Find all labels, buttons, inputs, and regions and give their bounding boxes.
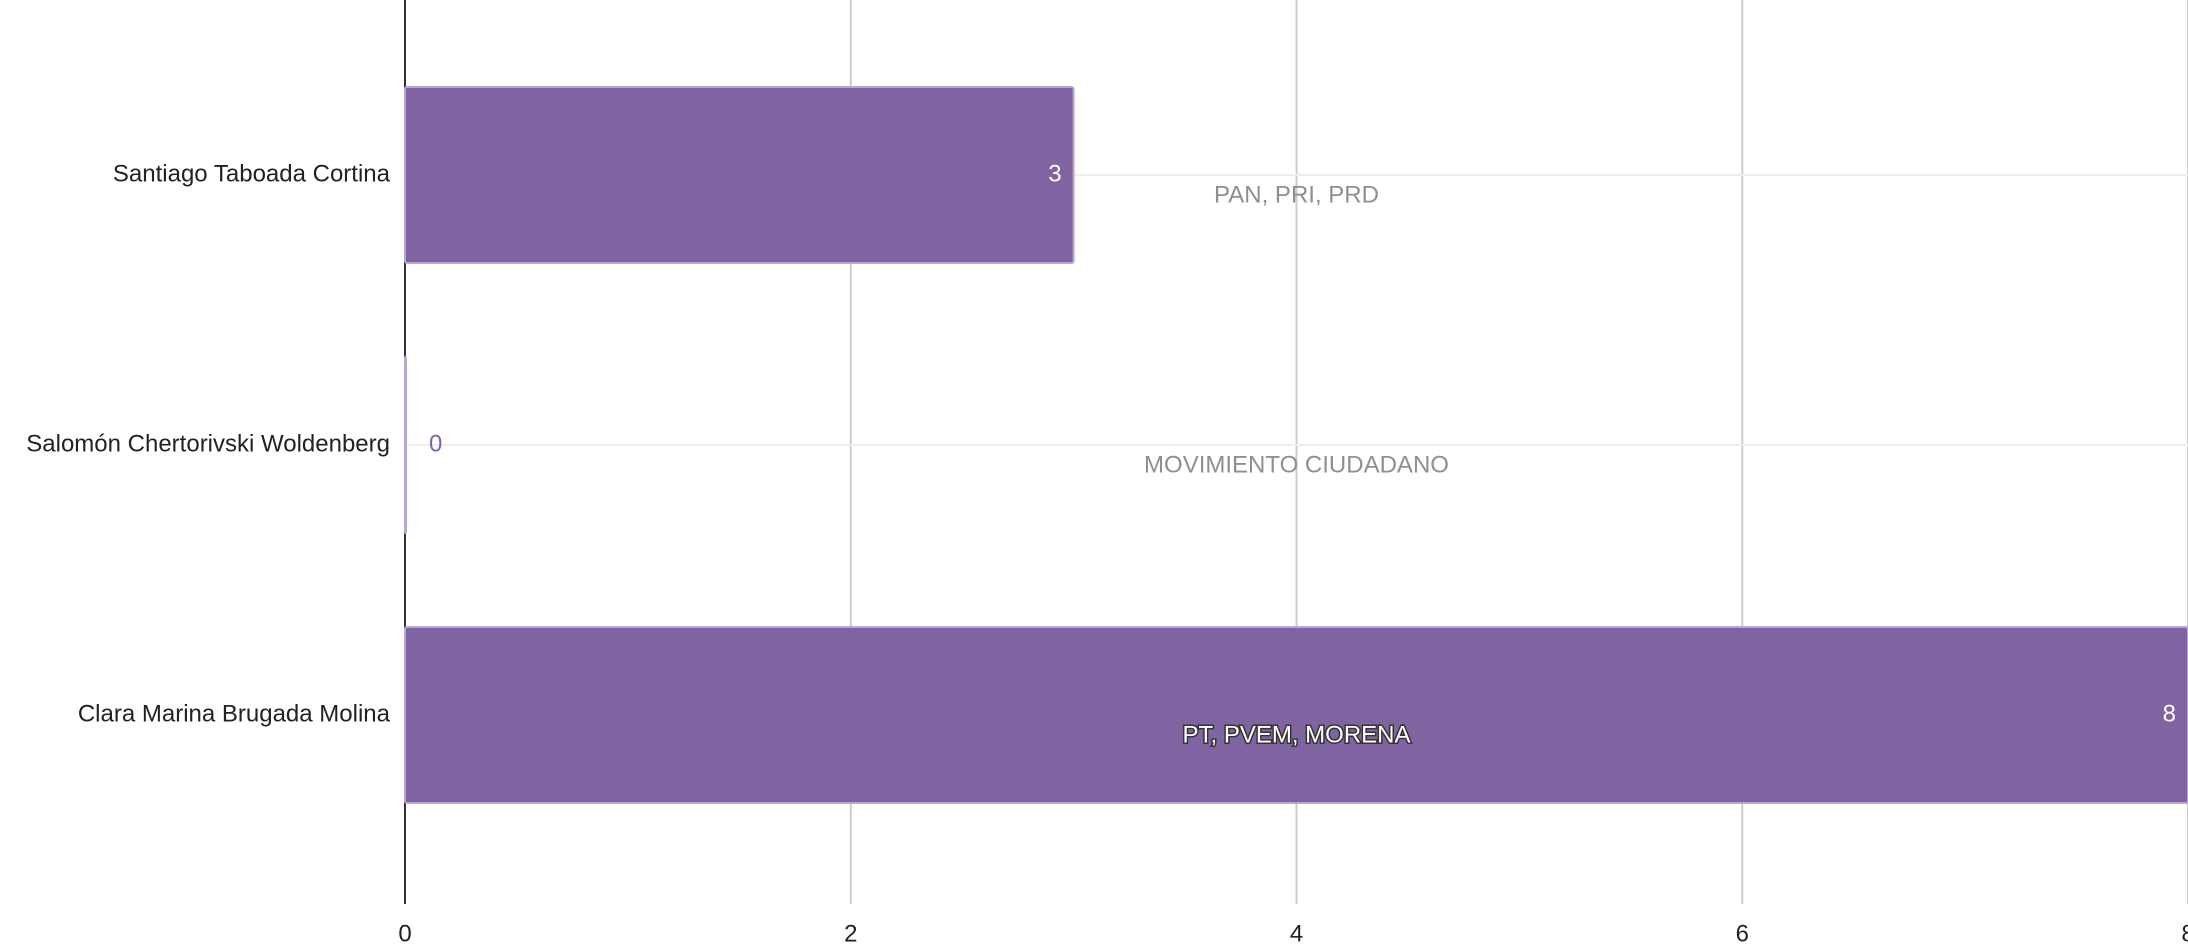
value-label: 8 xyxy=(2163,700,2176,727)
y-tick-label: Santiago Taboada Cortina xyxy=(113,160,391,187)
bar xyxy=(404,86,1075,264)
value-label: 3 xyxy=(1048,160,1061,187)
annotation: PT, PVEM, MORENA xyxy=(1182,721,1410,748)
bar xyxy=(404,356,407,534)
value-label: 0 xyxy=(429,430,442,457)
y-tick-label: Clara Marina Brugada Molina xyxy=(78,700,391,727)
bar xyxy=(404,626,2188,804)
annotation: MOVIMIENTO CIUDADANO xyxy=(1144,451,1449,478)
x-tick-label: 8 xyxy=(2181,920,2188,947)
x-tick-label: 2 xyxy=(844,920,857,947)
x-tick-label: 4 xyxy=(1290,920,1303,947)
annotation: PAN, PRI, PRD xyxy=(1214,181,1379,208)
x-tick-label: 0 xyxy=(398,920,411,947)
y-tick-label: Salomón Chertorivski Woldenberg xyxy=(26,430,390,457)
x-tick-label: 6 xyxy=(1736,920,1749,947)
